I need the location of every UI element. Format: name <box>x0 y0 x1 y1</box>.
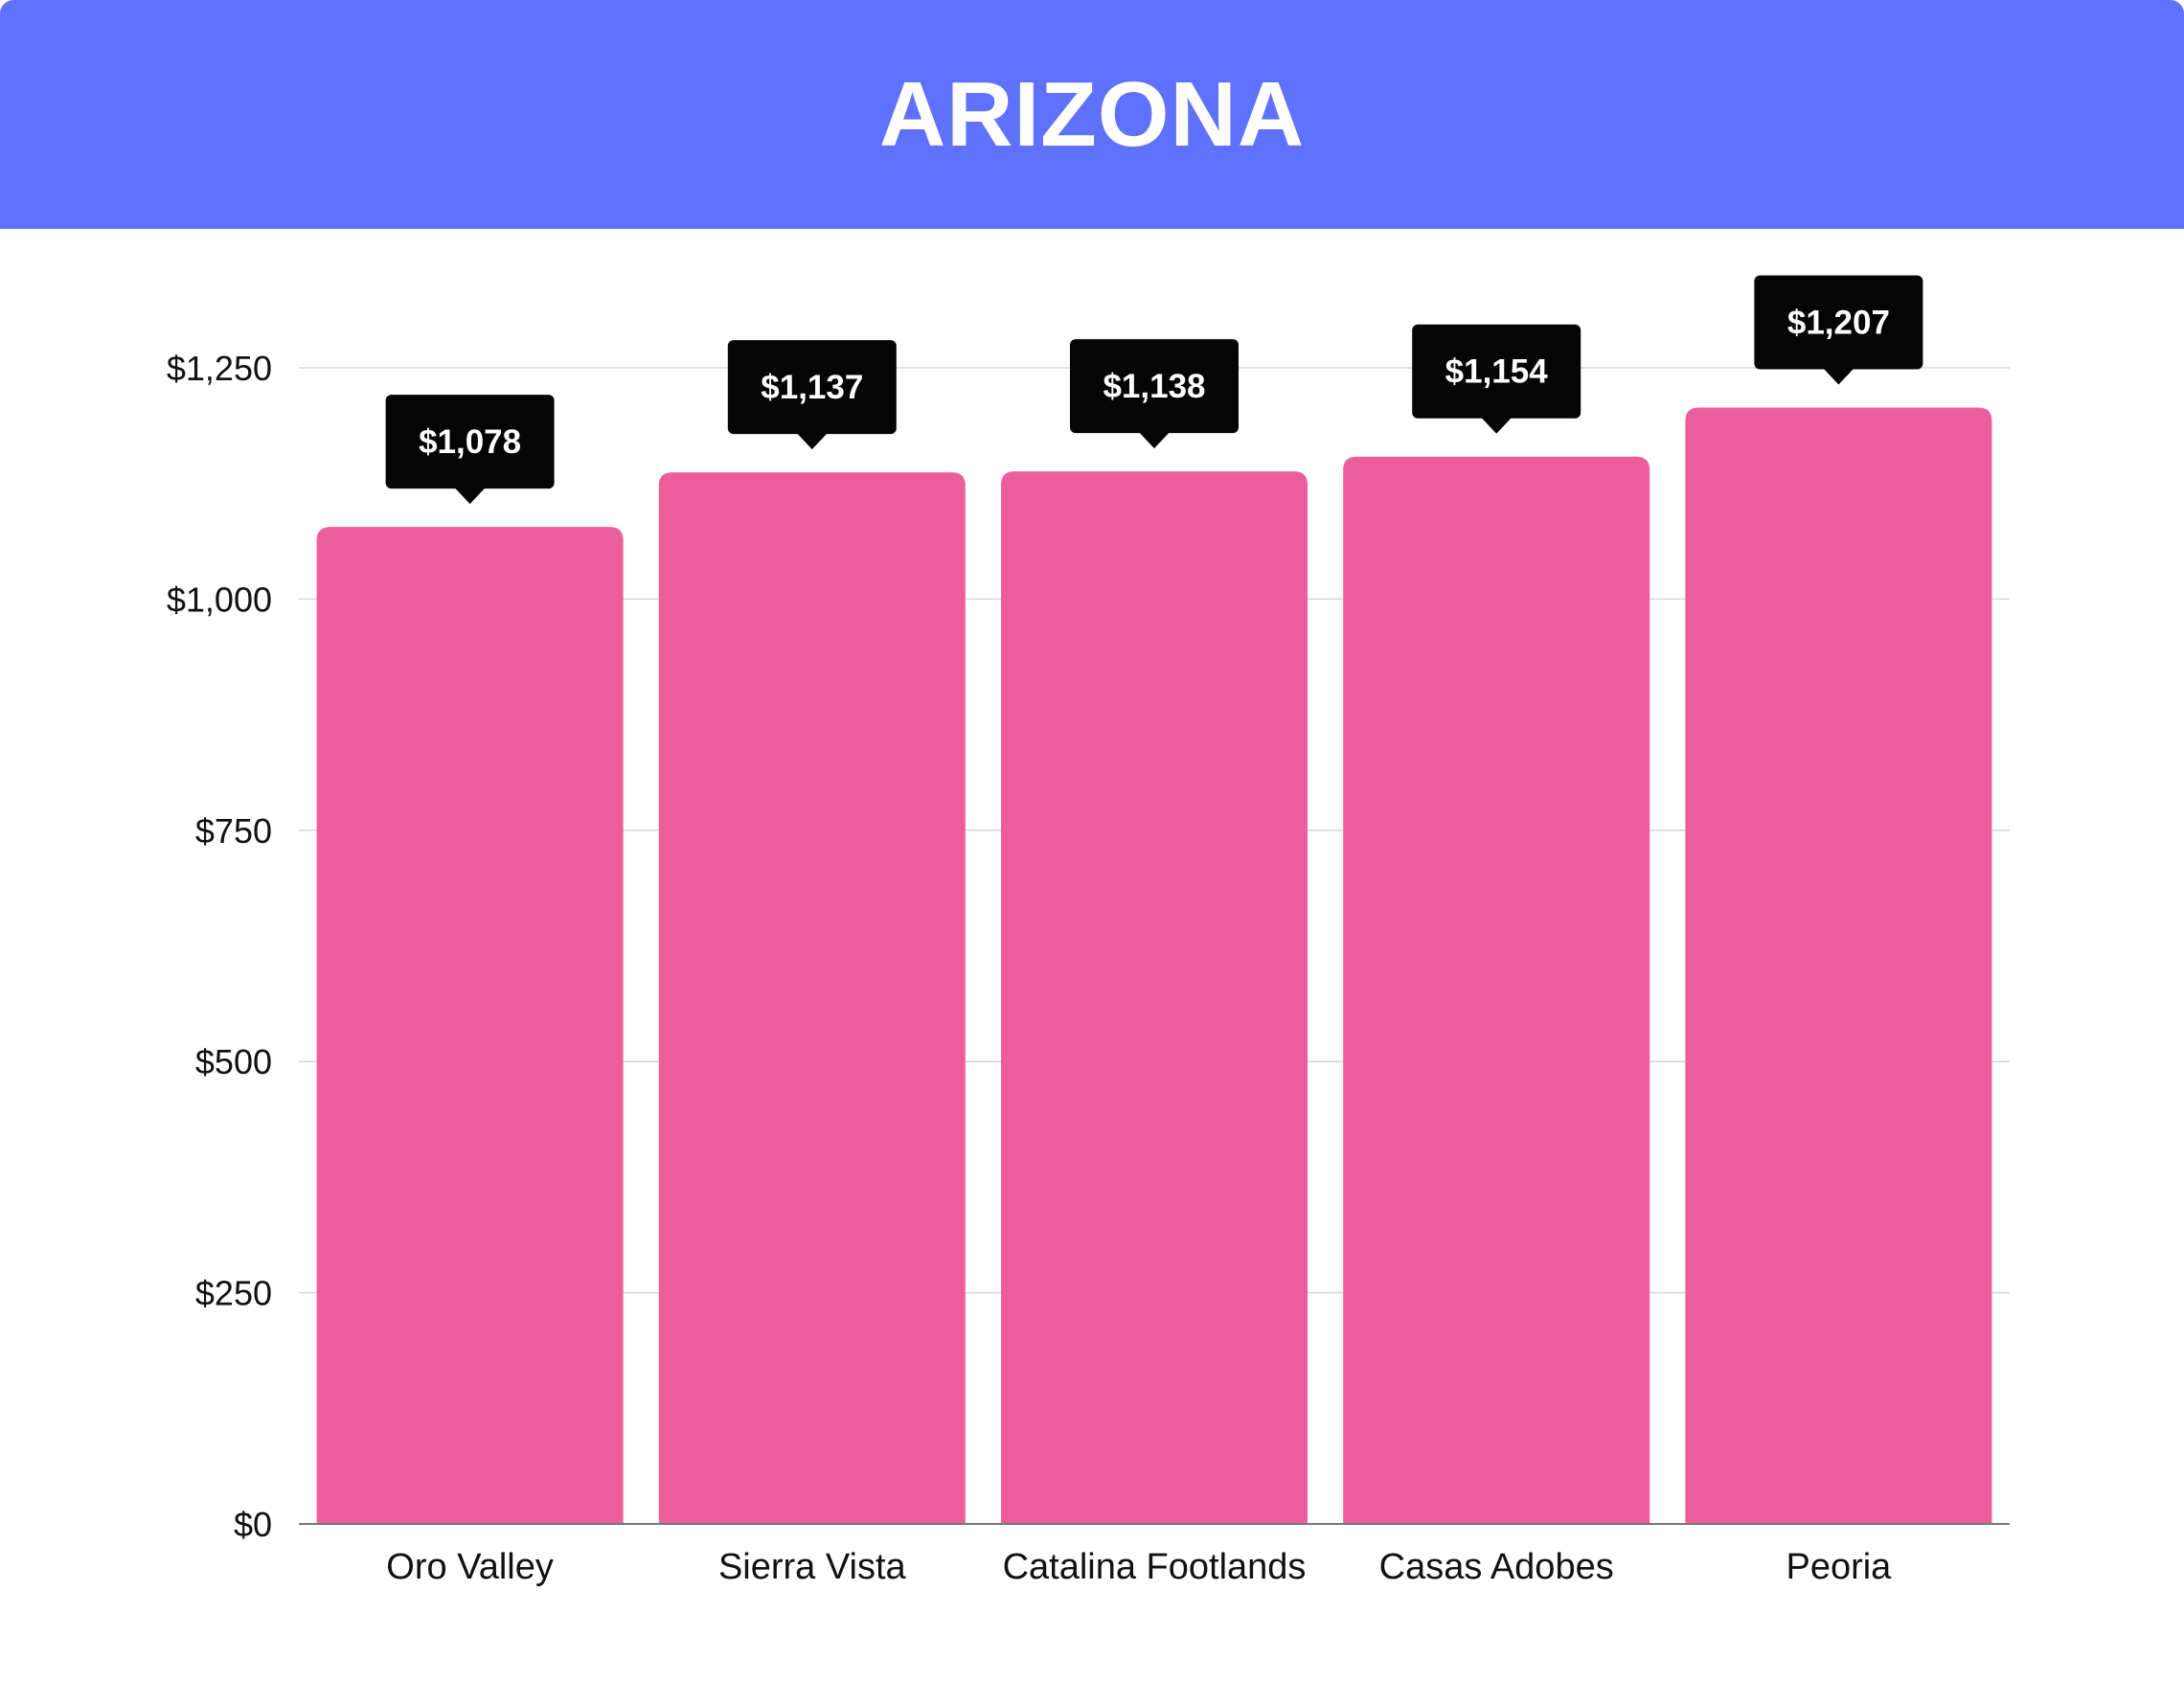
value-callout: $1,154 <box>1412 324 1581 434</box>
callout-pointer <box>1139 432 1170 449</box>
y-tick-label: $0 <box>234 1505 272 1544</box>
y-axis-ticks: $0 $250 $500 $750 $1,000 $1,250 <box>167 349 272 1544</box>
y-tick-label: $1,250 <box>167 349 272 388</box>
x-tick-label: Oro Valley <box>386 1547 554 1587</box>
bar <box>316 527 624 1524</box>
data-label: $1,137 <box>761 369 863 406</box>
data-label: $1,138 <box>1103 368 1205 405</box>
y-tick-label: $500 <box>195 1042 272 1081</box>
bar <box>1343 456 1650 1524</box>
data-label: $1,078 <box>419 423 521 461</box>
x-tick-label: Sierra Vista <box>718 1547 907 1587</box>
bars <box>316 407 1992 1525</box>
chart-title: ARIZONA <box>878 62 1306 166</box>
callout-pointer <box>1823 368 1854 385</box>
bar <box>658 472 966 1524</box>
data-label: $1,207 <box>1787 305 1890 342</box>
bar <box>1001 471 1308 1524</box>
y-tick-label: $1,000 <box>167 580 272 619</box>
y-tick-label: $250 <box>195 1274 272 1313</box>
callout-box <box>1754 275 1923 370</box>
x-tick-label: Catalina Footlands <box>1003 1547 1307 1587</box>
callout-box <box>385 395 555 489</box>
callout-box <box>1412 324 1581 419</box>
value-callout: $1,137 <box>727 340 897 450</box>
data-label: $1,154 <box>1445 353 1549 391</box>
x-tick-label: Casas Adobes <box>1379 1547 1614 1587</box>
bar <box>1685 407 1992 1525</box>
x-tick-label: Peoria <box>1786 1547 1892 1587</box>
chart-header: ARIZONA <box>0 0 2184 229</box>
y-tick-label: $750 <box>195 811 272 851</box>
callout-box <box>1070 339 1239 434</box>
callout-pointer <box>796 433 828 450</box>
callout-pointer <box>1481 417 1513 434</box>
callout-pointer <box>454 488 486 505</box>
value-callout: $1,078 <box>385 395 555 505</box>
value-callout: $1,207 <box>1754 275 1923 385</box>
x-axis-labels: Oro Valley Sierra Vista Catalina Footlands… <box>386 1547 1892 1587</box>
callout-box <box>727 340 897 435</box>
value-callouts: $1,078 $1,137 $1,138 $1,154 $1,207 <box>385 275 1923 505</box>
value-callout: $1,138 <box>1070 339 1239 449</box>
